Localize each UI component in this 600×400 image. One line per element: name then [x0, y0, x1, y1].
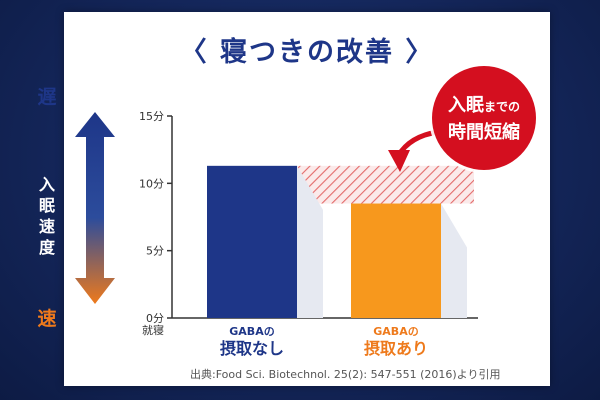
chart-title: 〈 寝つきの改善 〉 — [179, 37, 435, 68]
bar — [351, 203, 441, 318]
badge-line-2: 時間短縮 — [448, 122, 520, 143]
source-citation: 出典:Food Sci. Biotechnol. 25(2): 547-551 … — [190, 368, 501, 381]
bar — [207, 165, 297, 318]
y-tick-label: 0分 — [146, 312, 164, 325]
category-label: 摂取なし — [220, 339, 284, 358]
axis-word-fast: 速 — [37, 308, 57, 330]
y-tick-label: 10分 — [139, 177, 164, 190]
speed-arrow-label: 入 眠 速 度 — [30, 174, 64, 258]
badge-line-1: 入眠までの — [432, 91, 536, 117]
bar-shadow — [441, 203, 467, 318]
callout-arrowhead — [388, 150, 410, 172]
y-tick-label: 5分 — [146, 245, 164, 258]
speed-label-char: 速 — [38, 217, 55, 236]
y-baseline-label: 就寝 — [142, 323, 164, 337]
axis-word-slow: 遅 — [37, 86, 57, 108]
y-tick-label: 15分 — [139, 110, 164, 123]
reduction-band — [297, 165, 474, 204]
category-label: 摂取あり — [364, 339, 428, 358]
category-label-small: GABAの — [373, 325, 418, 338]
time-reduction-badge: 入眠までの 時間短縮 — [432, 66, 536, 170]
speed-label-char: 入 — [38, 175, 55, 194]
speed-label-char: 眠 — [38, 196, 55, 215]
speed-label-char: 度 — [38, 238, 55, 257]
speed-arrow — [75, 112, 115, 304]
badge-main-text: 入眠 — [447, 95, 484, 116]
category-label-small: GABAの — [229, 325, 274, 338]
badge-small-text: までの — [483, 100, 520, 114]
bar-shadow — [297, 165, 323, 318]
